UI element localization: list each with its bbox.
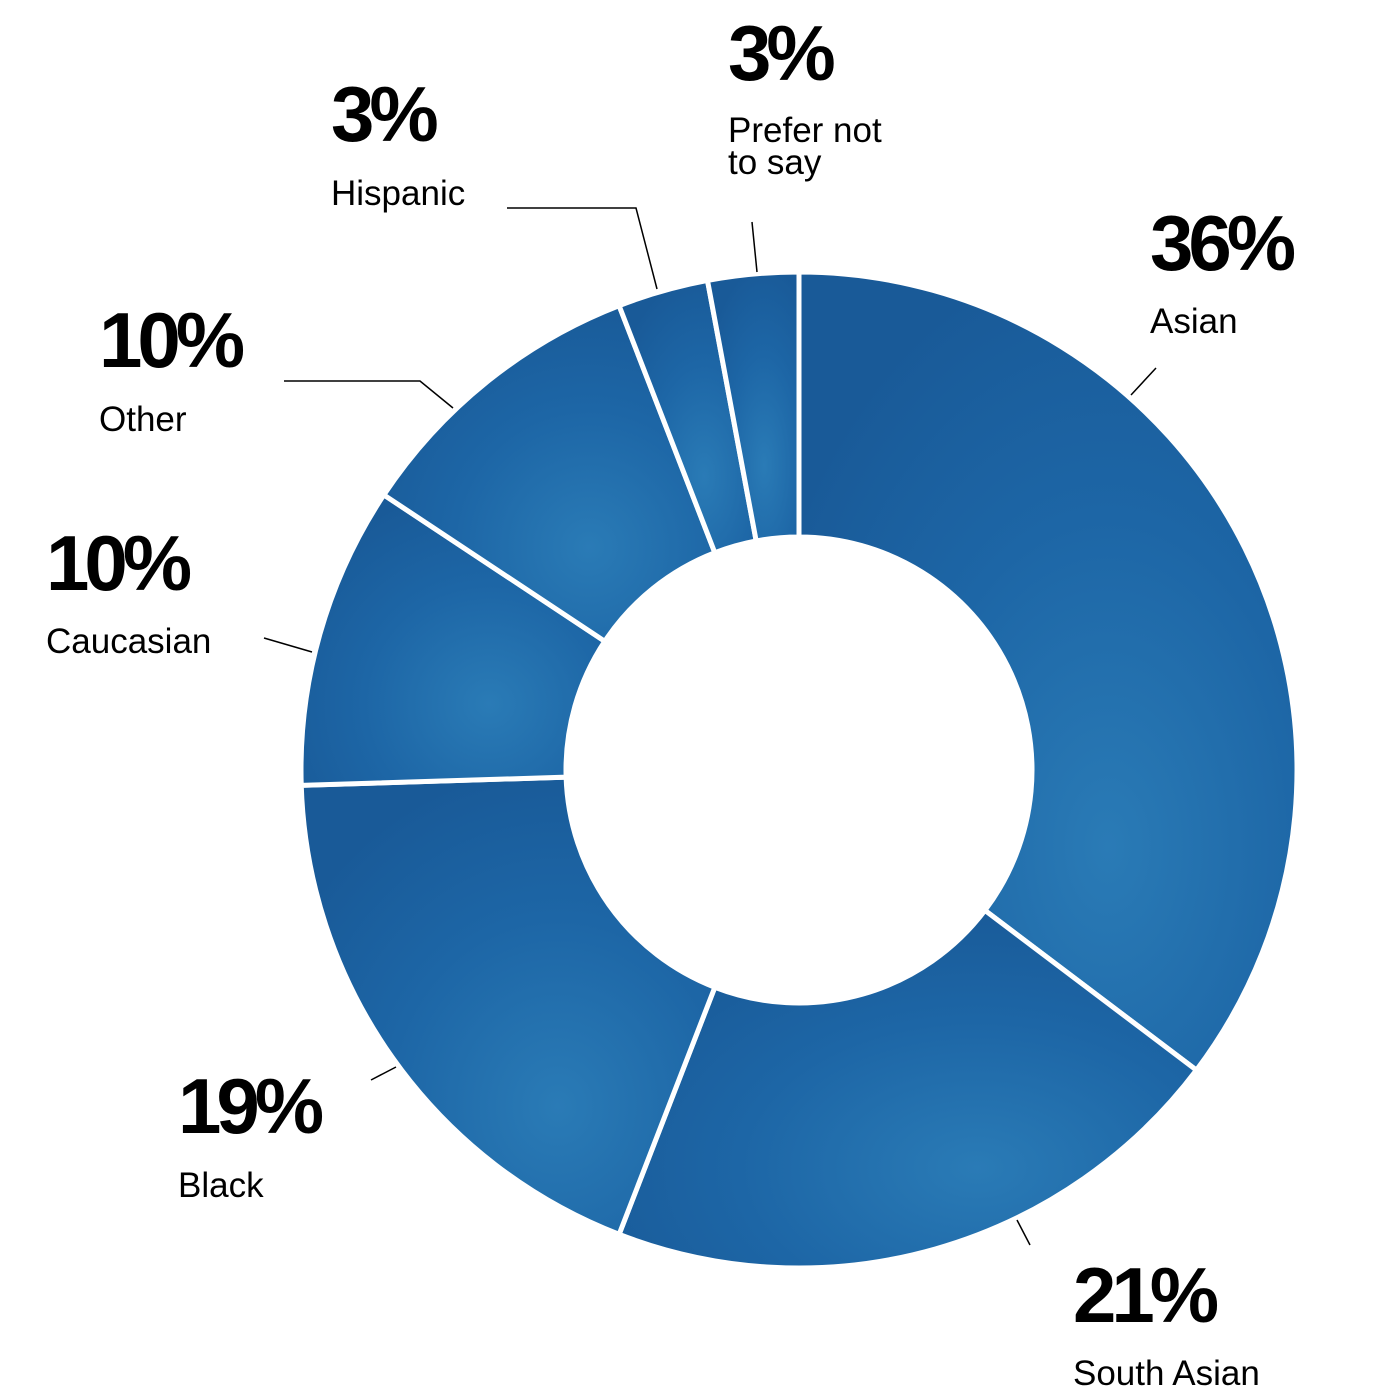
slice-caucasian xyxy=(298,491,609,788)
category-label-other: Other xyxy=(99,400,187,439)
value-label-black: 19% xyxy=(178,1062,323,1150)
value-label-asian: 36% xyxy=(1150,199,1295,287)
slice-asian xyxy=(796,269,1300,1074)
leader-line-caucasian xyxy=(263,637,313,653)
value-label-prefer-not-to-say: 3% xyxy=(728,9,834,97)
category-label-caucasian: Caucasian xyxy=(46,622,211,661)
value-label-caucasian: 10% xyxy=(46,519,191,607)
slice-black xyxy=(298,774,719,1238)
slice-prefer-not-to-say xyxy=(704,269,802,544)
leader-line-south-asian xyxy=(1016,1219,1031,1246)
leader-line-hispanic xyxy=(507,207,658,290)
leader-line-other xyxy=(284,380,454,409)
slice-labels: 36% Asian 21% South Asian 19% Black 10% Caucasi… xyxy=(46,9,1300,1393)
category-label-asian: Asian xyxy=(1150,302,1238,341)
leader-line-black xyxy=(370,1066,397,1081)
leader-lines xyxy=(263,207,1157,1246)
value-label-other: 10% xyxy=(99,296,244,384)
category-label-prefer-not-to-say: Prefer not to say xyxy=(728,111,882,182)
category-label-black: Black xyxy=(178,1166,264,1205)
leader-line-prefer-not-to-say xyxy=(751,221,758,273)
value-label-hispanic: 3% xyxy=(331,70,437,158)
category-label-hispanic: Hispanic xyxy=(331,174,465,213)
leader-line-asian xyxy=(1130,367,1157,396)
value-label-south-asian: 21% xyxy=(1073,1251,1218,1339)
slice-other xyxy=(380,302,719,645)
slice-south-asian xyxy=(615,906,1200,1271)
category-label-south-asian: South Asian xyxy=(1073,1354,1260,1393)
donut-slices xyxy=(298,269,1300,1271)
